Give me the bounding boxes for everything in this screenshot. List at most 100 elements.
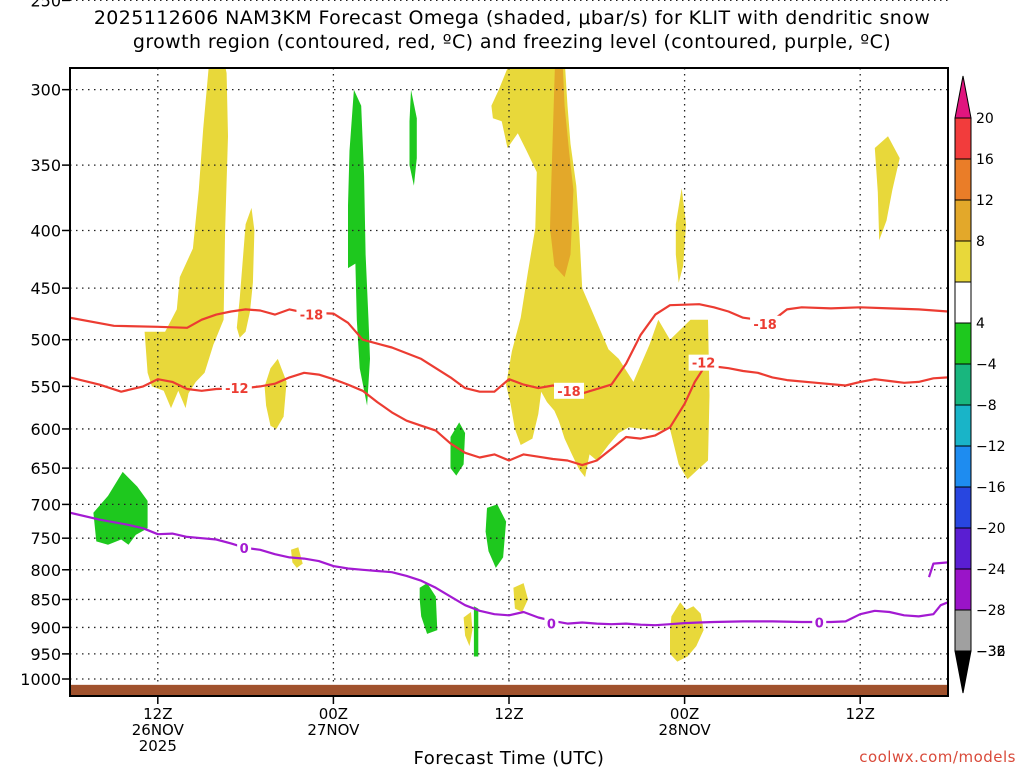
colorbar-label: −32	[976, 644, 1006, 660]
colorbar: 20 16 12 8 4 −4 −8 −12 −16 −20 −24 −28 −32−36	[954, 75, 1006, 694]
omega-shading	[93, 68, 900, 662]
chart-title-line-1: 2025112606 NAM3KM Forecast Omega (shaded…	[93, 7, 931, 29]
contour-label: -12	[692, 357, 716, 372]
x-tick-time: 00Z	[670, 705, 699, 723]
colorbar-label: 12	[976, 193, 994, 209]
colorbar-bin	[954, 486, 972, 529]
chart-title: 2025112606 NAM3KM Forecast Omega (shaded…	[0, 6, 1024, 54]
contour-label: -12	[225, 382, 249, 397]
colorbar-label: −4	[976, 357, 997, 373]
y-tick-label: 350	[30, 156, 61, 175]
y-tick-label: 400	[30, 221, 61, 240]
colorbar-label: −8	[976, 398, 997, 414]
y-tick-label: 950	[30, 645, 61, 664]
credit-text: coolwx.com/models	[859, 748, 1016, 766]
contour-label-bg	[812, 614, 827, 631]
x-tick-time: 12Z	[846, 705, 875, 723]
colorbar-label: −20	[976, 521, 1006, 537]
omega-region	[419, 583, 438, 634]
x-axis-label: Forecast Time (UTC)	[414, 748, 605, 768]
contour-label-bg	[544, 615, 559, 632]
omega-region	[348, 89, 370, 406]
y-tick-label: 750	[30, 529, 61, 548]
colorbar-label: −16	[976, 480, 1006, 496]
omega-region	[463, 612, 473, 647]
colorbar-min-arrow	[954, 650, 972, 694]
contour-label-bg	[296, 306, 327, 323]
omega-region	[491, 68, 710, 480]
colorbar-bin	[954, 240, 972, 283]
y-tick-label: 650	[30, 459, 61, 478]
colorbar-bin	[954, 363, 972, 406]
y-tick-label: 600	[30, 420, 61, 439]
omega-region	[236, 207, 255, 338]
colorbar-label: −12	[976, 439, 1006, 455]
chart-title-line-2: growth region (contoured, red, ºC) and f…	[132, 31, 892, 53]
colorbar-bin	[954, 322, 972, 365]
omega-region	[409, 89, 417, 186]
contour-label: 0	[547, 618, 556, 633]
x-tick-date: 27NOV	[307, 721, 360, 739]
omega-region	[473, 606, 479, 657]
x-tick-year: 2025	[139, 737, 177, 755]
x-tick-date: 26NOV	[132, 721, 185, 739]
colorbar-bin	[954, 158, 972, 201]
y-tick-label: 300	[30, 81, 61, 100]
contour-label-bg	[553, 382, 584, 399]
omega-region	[144, 68, 228, 409]
colorbar-max-arrow	[954, 75, 972, 119]
y-tick-label: 500	[30, 331, 61, 350]
omega-region	[550, 68, 574, 278]
colorbar-bin	[954, 199, 972, 242]
contour-label: -18	[300, 309, 324, 324]
y-tick-label: 900	[30, 618, 61, 637]
omega-region	[485, 504, 507, 568]
contour-label-bg	[750, 315, 781, 332]
contour-label: 0	[815, 617, 824, 632]
omega-region	[264, 358, 287, 429]
y-tick-label: 800	[30, 561, 61, 580]
colorbar-bin	[954, 445, 972, 488]
x-tick-time: 12Z	[494, 705, 523, 723]
gridlines	[70, 0, 948, 696]
y-tick-label: 700	[30, 495, 61, 514]
contour-label-bg	[688, 354, 719, 371]
colorbar-label: −28	[976, 603, 1006, 619]
contour-line	[927, 561, 948, 578]
colorbar-label: −36	[976, 644, 1006, 660]
y-tick-label: 1000	[20, 670, 61, 689]
terrain-fill	[70, 684, 948, 696]
omega-region	[874, 136, 900, 241]
colorbar-label: 20	[976, 111, 994, 127]
omega-region	[670, 602, 704, 662]
x-tick-date: 28NOV	[659, 721, 712, 739]
colorbar-bin	[954, 404, 972, 447]
colorbar-label: −24	[976, 562, 1006, 578]
y-tick-label: 850	[30, 590, 61, 609]
colorbar-bin	[954, 609, 972, 652]
x-tick-time: 12Z	[143, 705, 172, 723]
x-tick-time: 00Z	[319, 705, 348, 723]
colorbar-bin	[954, 568, 972, 611]
colorbar-label: 16	[976, 152, 994, 168]
contour-label-bg	[237, 539, 252, 556]
colorbar-label: 8	[976, 234, 985, 250]
contour-label: -18	[557, 385, 581, 400]
y-tick-label: 550	[30, 377, 61, 396]
temperature-contours: -18 -18 -18 -12 -12 0 0 0	[70, 303, 948, 633]
colorbar-bin	[954, 281, 972, 324]
contour-label-bg	[221, 380, 252, 397]
contour-label: 0	[240, 542, 249, 557]
colorbar-bin	[954, 117, 972, 160]
y-tick-label: 450	[30, 279, 61, 298]
colorbar-bin	[954, 527, 972, 570]
y-tick-label: 250	[30, 0, 61, 10]
y-axis: 250 300 350 400 450 500 550 600 650 700 750 800 850 9…	[20, 0, 70, 689]
contour-label: -18	[753, 318, 777, 333]
terrain-strip	[70, 684, 948, 696]
omega-region	[675, 188, 687, 283]
omega-region	[513, 583, 528, 612]
colorbar-label: 4	[976, 316, 985, 332]
